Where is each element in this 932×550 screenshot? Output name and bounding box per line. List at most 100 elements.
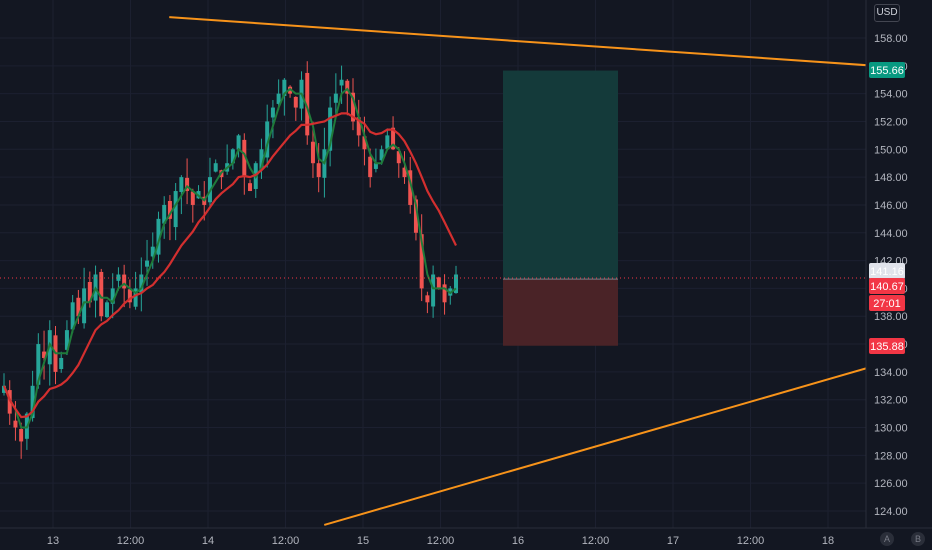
candle-body xyxy=(402,167,407,178)
candle-body xyxy=(442,284,447,303)
price-tick-label: 158.00 xyxy=(874,33,908,45)
time-tick-label: 12:00 xyxy=(272,535,300,547)
price-tag-bg xyxy=(869,295,905,311)
price-tag-label: 140.67 xyxy=(870,281,904,293)
time-tick-label: 14 xyxy=(202,535,214,547)
candle-body xyxy=(391,127,396,150)
candle-body xyxy=(213,163,218,172)
candle-body xyxy=(270,107,275,118)
candle-body xyxy=(368,156,373,178)
log-scale-button[interactable]: B xyxy=(911,532,925,546)
candle-body xyxy=(19,429,24,442)
candle-body xyxy=(145,260,150,267)
price-tick-label: 124.00 xyxy=(874,506,908,518)
stop-zone xyxy=(503,279,618,346)
currency-selector[interactable]: USD xyxy=(874,4,900,22)
candle-body xyxy=(265,121,270,158)
price-tick-label: 146.00 xyxy=(874,200,908,212)
candle-body xyxy=(425,295,430,303)
candle-body xyxy=(167,200,172,219)
time-tick-label: 12:00 xyxy=(117,535,145,547)
slow-moving-average xyxy=(2,112,457,419)
candle-body xyxy=(356,117,361,136)
candle-body xyxy=(104,302,109,318)
candle-body xyxy=(7,390,12,414)
grid xyxy=(0,0,866,528)
candle-body xyxy=(2,385,6,393)
price-tick-label: 144.00 xyxy=(874,228,908,240)
fast-moving-average xyxy=(3,87,457,429)
price-tag-bg xyxy=(869,263,905,279)
candle-body xyxy=(190,191,195,205)
candle-body xyxy=(236,135,241,150)
candle-body xyxy=(139,274,144,293)
candle-body xyxy=(310,141,315,164)
candle-body xyxy=(59,357,64,370)
candle-body xyxy=(13,420,18,428)
candle-body xyxy=(276,93,281,104)
candle-body xyxy=(42,351,47,358)
time-tick-label: 13 xyxy=(47,535,59,547)
candle-body xyxy=(99,271,104,317)
candle-body xyxy=(419,234,424,289)
candle-body xyxy=(408,170,413,205)
candle-body xyxy=(333,93,338,103)
candle-body xyxy=(345,80,350,94)
price-tick-label: 150.00 xyxy=(874,144,908,156)
candle-body xyxy=(156,218,161,255)
candle-body xyxy=(230,149,235,164)
candle-body xyxy=(351,92,356,122)
candle-body xyxy=(413,199,418,233)
candle-body xyxy=(248,183,253,192)
time-tick-label: 12:00 xyxy=(427,535,455,547)
candle-body xyxy=(282,79,287,96)
price-tick-label: 154.00 xyxy=(874,89,908,101)
time-tick-label: 18 xyxy=(822,535,834,547)
candle-body xyxy=(36,344,41,385)
target-zone xyxy=(503,70,618,280)
time-axis-bg xyxy=(0,528,932,550)
auto-scale-button[interactable]: A xyxy=(880,532,894,546)
candle-body xyxy=(127,289,132,303)
price-tag-bg xyxy=(869,278,905,294)
candle-body xyxy=(133,288,138,307)
long-position-tool[interactable] xyxy=(503,70,618,346)
price-tag-bg xyxy=(869,338,905,354)
candle-body xyxy=(436,277,441,289)
trend-lines[interactable] xyxy=(169,16,932,526)
price-tag-bg xyxy=(869,62,905,78)
candle-body xyxy=(305,72,310,136)
price-tag-label: 141.16 xyxy=(870,266,904,278)
candle-body xyxy=(116,274,121,281)
price-tick-label: 126.00 xyxy=(874,478,908,490)
candle-body xyxy=(362,136,367,150)
candle-body xyxy=(162,204,167,224)
time-tick-label: 16 xyxy=(512,535,524,547)
time-axis[interactable]: 13 12:00 14 12:00 15 12:00 16 12:00 17 12:00 18 xyxy=(0,527,932,550)
price-tick-label: 132.00 xyxy=(874,395,908,407)
candle-body xyxy=(64,330,69,350)
candle-body xyxy=(76,297,81,317)
upper-trendline xyxy=(169,16,932,71)
candle-body xyxy=(379,149,384,161)
candle-body xyxy=(173,191,178,228)
price-tick-label: 134.00 xyxy=(874,367,908,379)
candle-body xyxy=(328,107,333,151)
time-tick-label: 12:00 xyxy=(737,535,765,547)
candle-body xyxy=(185,177,190,192)
price-tag-label: 27:01 xyxy=(873,298,901,310)
candle-body xyxy=(110,288,115,304)
price-tick-label: 128.00 xyxy=(874,450,908,462)
lower-trendline xyxy=(323,348,932,526)
candle-body xyxy=(431,274,436,307)
candle-body xyxy=(259,149,264,170)
candle-body xyxy=(373,163,378,169)
candle-body xyxy=(150,246,155,257)
candle-body xyxy=(396,151,401,164)
candle-body xyxy=(242,139,247,178)
price-tick-label: 148.00 xyxy=(874,172,908,184)
candle-body xyxy=(454,274,458,294)
price-tick-label: 152.00 xyxy=(874,116,908,128)
candle-body xyxy=(179,177,184,193)
